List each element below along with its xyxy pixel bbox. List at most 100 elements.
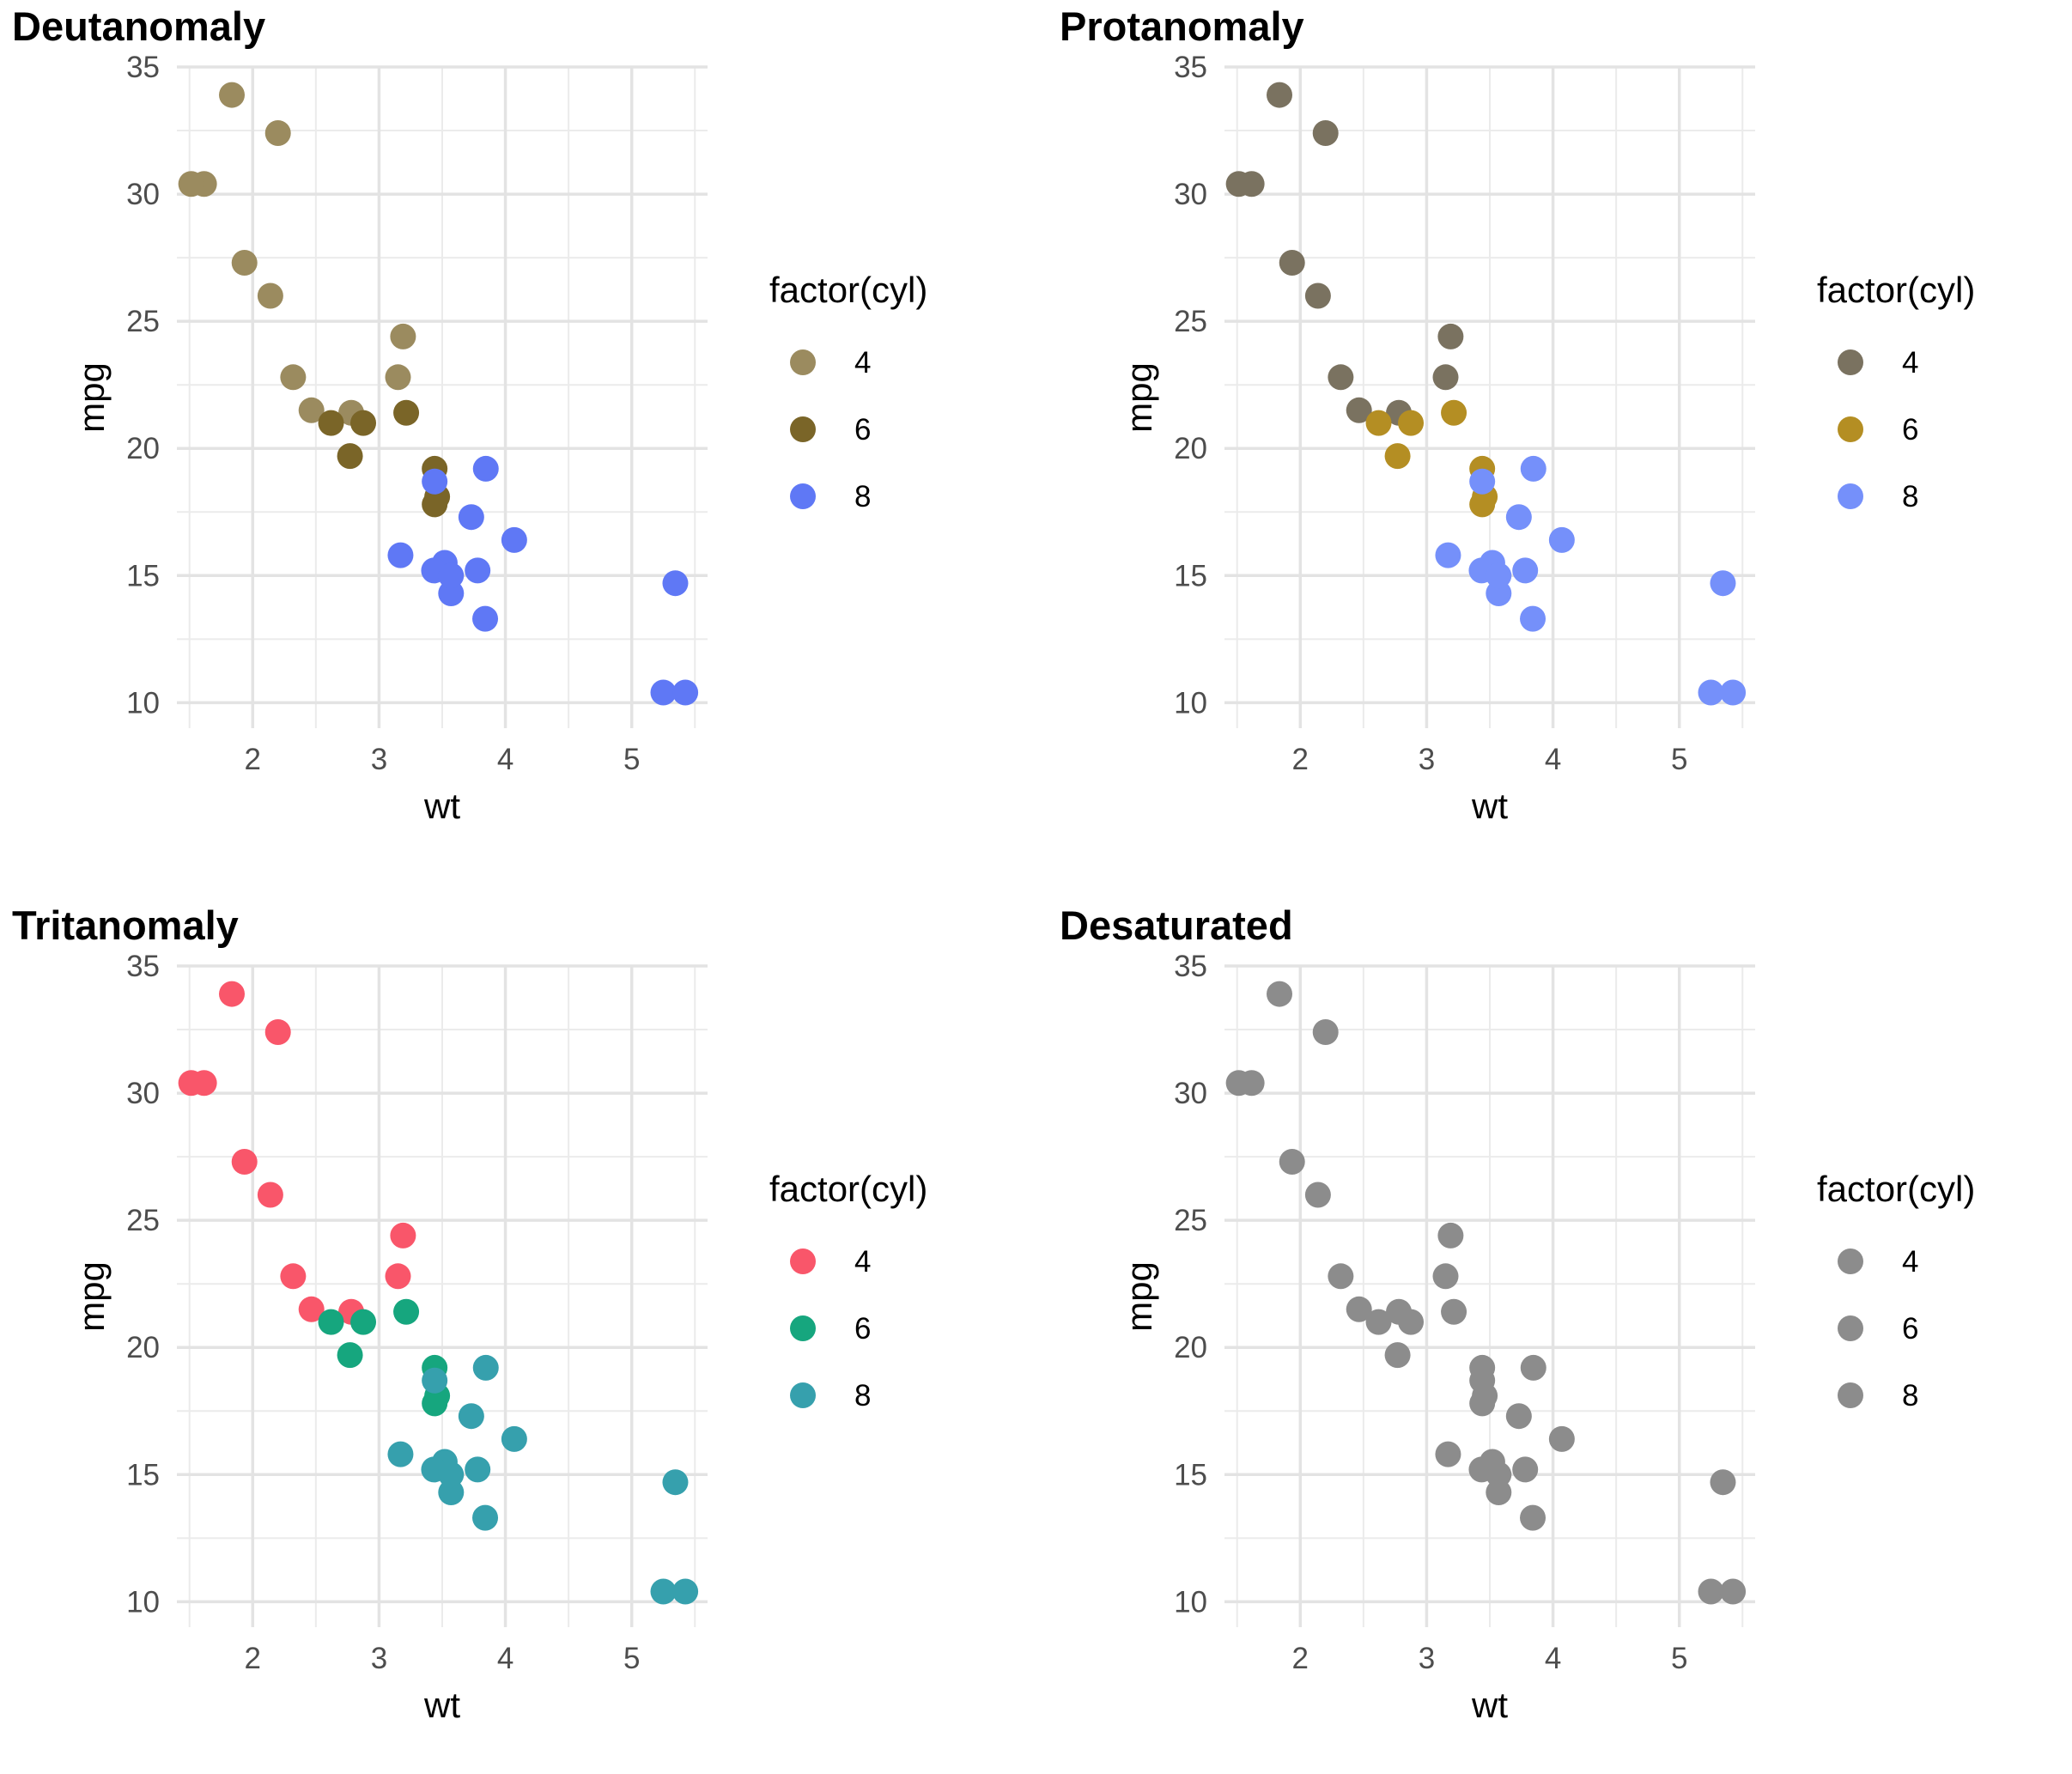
data-point-cyl-4 [298, 1296, 325, 1322]
y-axis-title: mpg [1119, 362, 1159, 433]
data-point-cyl-4 [257, 283, 283, 309]
data-point-cyl-4 [1346, 1296, 1372, 1322]
data-point-cyl-6 [422, 1390, 448, 1417]
y-tick-label: 10 [1174, 1585, 1207, 1619]
legend-label-4: 4 [854, 1245, 871, 1279]
x-tick-label: 5 [1671, 1642, 1687, 1675]
data-point-cyl-4 [178, 171, 204, 197]
y-axis-title: mpg [71, 1261, 112, 1332]
data-point-cyl-8 [662, 570, 689, 597]
data-point-cyl-4 [231, 1149, 258, 1176]
data-point-cyl-6 [393, 1298, 420, 1325]
data-point-cyl-6 [318, 410, 344, 436]
legend-title: factor(cyl) [1817, 1169, 1975, 1209]
data-point-cyl-8 [1548, 1425, 1575, 1452]
x-tick-label: 3 [1419, 743, 1435, 776]
data-point-cyl-8 [1520, 1354, 1546, 1381]
legend-key-4 [790, 1248, 816, 1274]
x-tick-label: 3 [371, 1642, 387, 1675]
data-point-cyl-4 [280, 1263, 307, 1290]
data-point-cyl-4 [280, 364, 307, 391]
data-point-cyl-8 [1435, 1441, 1461, 1467]
y-tick-label: 15 [1174, 559, 1207, 592]
data-point-cyl-8 [438, 562, 465, 589]
data-point-cyl-8 [1512, 1456, 1539, 1483]
data-point-cyl-8 [1520, 1504, 1546, 1531]
legend-label-8: 8 [854, 480, 871, 513]
data-point-cyl-8 [1520, 455, 1546, 482]
data-point-cyl-8 [501, 1425, 527, 1452]
y-tick-label: 20 [1174, 432, 1207, 465]
data-point-cyl-4 [257, 1182, 283, 1208]
y-tick-label: 10 [126, 1585, 160, 1619]
legend-title: factor(cyl) [769, 270, 927, 310]
data-point-cyl-6 [1398, 410, 1425, 436]
data-point-cyl-4 [1437, 323, 1464, 349]
y-tick-label: 25 [126, 1204, 160, 1237]
data-point-cyl-6 [1441, 399, 1467, 426]
data-point-cyl-4 [1304, 283, 1331, 309]
legend-key-4 [790, 349, 816, 375]
panel-title: Protanomaly [1060, 3, 1304, 49]
data-point-cyl-8 [465, 557, 491, 584]
x-tick-label: 2 [1292, 1642, 1309, 1675]
x-tick-label: 2 [1292, 743, 1309, 776]
data-point-cyl-8 [1698, 679, 1724, 706]
data-point-cyl-4 [1437, 1222, 1464, 1248]
data-point-cyl-6 [318, 1309, 344, 1335]
legend-title: factor(cyl) [1817, 270, 1975, 310]
data-point-cyl-8 [1486, 1461, 1512, 1488]
data-point-cyl-4 [390, 323, 416, 349]
data-point-cyl-6 [350, 1309, 377, 1335]
data-point-cyl-8 [650, 679, 677, 706]
y-tick-label: 30 [126, 178, 160, 211]
x-tick-label: 3 [1419, 1642, 1435, 1675]
data-point-cyl-8 [1512, 557, 1539, 584]
data-point-cyl-8 [422, 468, 448, 495]
data-point-cyl-4 [385, 1263, 411, 1290]
data-point-cyl-8 [438, 580, 465, 607]
data-point-cyl-8 [472, 455, 499, 482]
x-tick-label: 2 [245, 1642, 261, 1675]
data-point-cyl-4 [219, 981, 246, 1007]
y-tick-label: 15 [126, 559, 160, 592]
x-tick-label: 4 [1545, 743, 1561, 776]
y-tick-label: 35 [1174, 51, 1207, 84]
data-point-cyl-8 [458, 504, 484, 531]
data-point-cyl-8 [1698, 1578, 1724, 1605]
data-point-cyl-6 [1441, 1298, 1467, 1325]
legend-label-4: 4 [1902, 346, 1918, 380]
data-point-cyl-4 [1432, 364, 1459, 391]
data-point-cyl-8 [1486, 1479, 1512, 1506]
legend-label-6: 6 [1902, 413, 1918, 447]
data-point-cyl-6 [337, 1342, 363, 1369]
legend-label-8: 8 [1902, 1379, 1918, 1413]
data-point-cyl-6 [393, 399, 420, 426]
panel-title: Deutanomaly [12, 3, 265, 49]
data-point-cyl-8 [1710, 1469, 1736, 1496]
legend-label-6: 6 [1902, 1312, 1918, 1346]
data-point-cyl-4 [219, 82, 246, 108]
panel-protanomaly: 2 3 4 5 10 15 20 25 30 35 wt mpg Protanomaly factor(c… [1060, 3, 1975, 826]
panel-title: Desaturated [1060, 902, 1293, 948]
data-point-cyl-8 [387, 542, 414, 568]
data-point-cyl-4 [1267, 82, 1293, 108]
y-tick-label: 30 [126, 1077, 160, 1110]
data-point-cyl-8 [472, 1354, 499, 1381]
data-point-cyl-4 [264, 120, 291, 146]
data-point-cyl-6 [1398, 1309, 1425, 1335]
y-tick-label: 10 [1174, 686, 1207, 720]
data-point-cyl-4 [1432, 1263, 1459, 1290]
data-point-cyl-8 [472, 1504, 499, 1531]
data-point-cyl-4 [231, 250, 258, 276]
x-axis-title: wt [423, 1685, 460, 1725]
y-tick-label: 20 [1174, 1331, 1207, 1364]
x-axis-title: wt [1471, 786, 1508, 826]
x-axis-title: wt [1471, 1685, 1508, 1725]
legend-label-4: 4 [854, 346, 871, 380]
data-point-cyl-8 [1435, 542, 1461, 568]
x-tick-label: 2 [245, 743, 261, 776]
legend-label-8: 8 [854, 1379, 871, 1413]
data-point-cyl-8 [438, 1479, 465, 1506]
y-tick-label: 35 [126, 51, 160, 84]
